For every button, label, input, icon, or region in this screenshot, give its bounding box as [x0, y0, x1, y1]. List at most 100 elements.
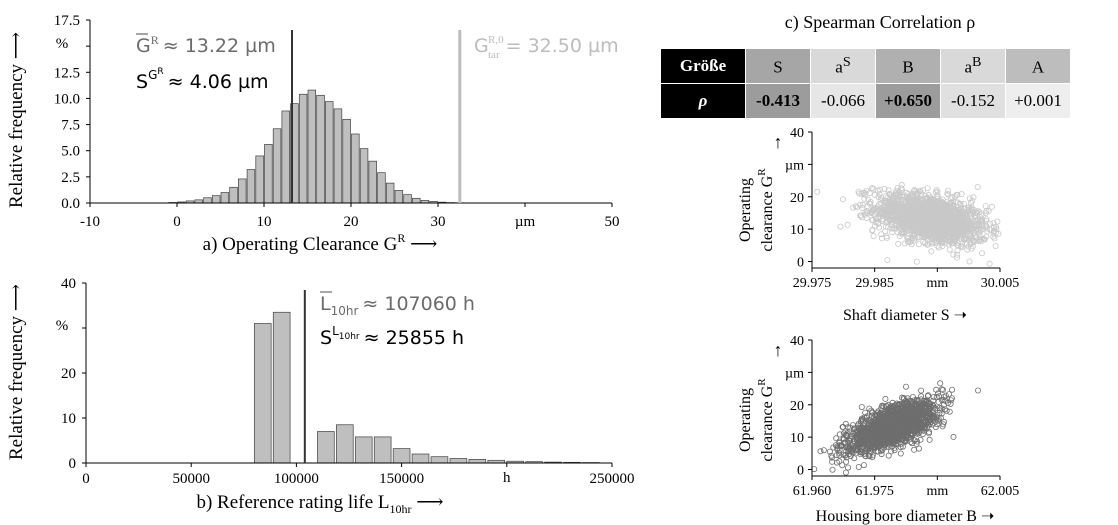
scatter-point-s1 [901, 240, 908, 247]
scatter-point-s2 [898, 394, 905, 401]
histogram-bar-a [307, 89, 317, 204]
scatter-point-s1 [914, 203, 921, 210]
x-ticks-a: -10 0 10 20 30 50 [80, 203, 620, 230]
scatter-point-s1 [924, 228, 931, 235]
scatter-point-s2 [858, 404, 865, 411]
scatter-point-s1 [942, 228, 949, 235]
scatter-point-s1 [944, 190, 951, 197]
scatter-point-s1 [991, 235, 998, 242]
scatter-point-s1 [991, 224, 998, 231]
scatter-point-s1 [970, 237, 977, 244]
scatter-point-s2 [891, 420, 898, 427]
scatter-point-s1 [870, 185, 877, 192]
y-unit-a: % [56, 36, 69, 52]
header-label-cell: Größe [660, 48, 746, 84]
mean-annotation-a: GR ≈ 13.22 µm [136, 33, 276, 57]
scatter-point-s1 [898, 181, 905, 188]
histogram-bar-b [411, 453, 430, 464]
value-cell-b: +0.650 [875, 83, 941, 119]
scatter-point-s2 [914, 438, 921, 445]
scatter-point-s1 [950, 236, 957, 243]
scatter-point-s2 [899, 400, 906, 407]
scatter-point-s1 [900, 203, 907, 210]
scatter-point-s1 [859, 201, 866, 208]
scatter-point-s2 [917, 411, 924, 418]
y-axis-label-s1-line2: clearance GR [756, 168, 776, 252]
x-tick-label-b: 100000 [274, 471, 319, 487]
scatter-point-s2 [880, 430, 887, 437]
scatter-point-s2 [942, 406, 949, 413]
scatter-point-s2 [887, 421, 894, 428]
scatter-point-s1 [925, 197, 932, 204]
scatter-point-s2 [926, 400, 933, 407]
scatter-point-s1 [966, 258, 973, 265]
scatter-point-s1 [872, 219, 879, 226]
y-tick-label-b: 40 [61, 276, 76, 292]
x-tick-label-b: 50000 [172, 471, 210, 487]
y-axis-label-s2-line2: clearance GR [756, 378, 776, 462]
x-tick-label-a: 0 [173, 214, 181, 230]
scatter-point-s2 [945, 399, 952, 406]
scatter-point-s2 [915, 418, 922, 425]
scatter-point-s1 [888, 192, 895, 199]
scatter-point-s2 [907, 397, 914, 404]
y-axis-label-s1-line1: Operating [737, 178, 754, 242]
scatter-point-s1 [959, 211, 966, 218]
y-ticks-s1: 0 10 20 µm 40 [785, 126, 812, 271]
scatter-point-s1 [903, 193, 910, 200]
scatter-point-s1 [884, 218, 891, 225]
scatter-point-s1 [919, 209, 926, 216]
scatter-point-s2 [878, 419, 885, 426]
scatter-point-s1 [938, 228, 945, 235]
scatter-point-s1 [900, 212, 907, 219]
scatter-point-s1 [888, 225, 895, 232]
scatter-point-s2 [876, 442, 883, 449]
x-tick-label-b: 250000 [590, 471, 635, 487]
scatter-point-s1 [861, 195, 868, 202]
scatter-point-s2 [975, 387, 982, 394]
scatter-point-s1 [954, 247, 961, 254]
scatter-point-s2 [919, 423, 926, 430]
scatter-point-s1 [935, 220, 942, 227]
scatter-point-s1 [864, 210, 871, 217]
scatter-point-s2 [893, 437, 900, 444]
scatter-point-s2 [897, 450, 904, 457]
scatter-point-s2 [857, 451, 864, 458]
scatter-point-s1 [942, 210, 949, 217]
scatter-point-s2 [836, 452, 843, 459]
scatter-point-s1 [983, 225, 990, 232]
scatter-point-s1 [910, 228, 917, 235]
y-tick-label-a: 12.5 [54, 65, 80, 81]
scatter-point-s2 [895, 406, 902, 413]
scatter-point-s1 [943, 222, 950, 229]
scatter-point-s1 [918, 197, 925, 204]
scatter-point-s1 [967, 229, 974, 236]
scatter-point-s1 [973, 217, 980, 224]
scatter-point-s2 [817, 448, 824, 455]
scatter-point-s1 [968, 204, 975, 211]
scatter-point-s1 [907, 224, 914, 231]
scatter-point-s2 [864, 428, 871, 435]
scatter-point-s2 [840, 451, 847, 458]
scatter-point-s2 [842, 452, 849, 459]
scatter-point-s1 [929, 239, 936, 246]
target-annotation-a: GR,0 tar = 32.50 µm [474, 34, 619, 61]
scatter-point-s1 [871, 206, 878, 213]
scatter-point-s1 [915, 241, 922, 248]
scatter-point-s2 [903, 416, 910, 423]
scatter-point-s1 [893, 187, 900, 194]
histogram-bar-b [336, 424, 354, 464]
scatter-point-s2 [833, 435, 840, 442]
scatter-point-s2 [820, 447, 827, 454]
scatter-point-s2 [876, 425, 883, 432]
scatter-point-s2 [927, 420, 934, 427]
scatter-point-s1 [939, 242, 946, 249]
scatter-point-s2 [870, 443, 877, 450]
scatter-point-s2 [914, 407, 921, 414]
scatter-point-s1 [892, 201, 899, 208]
scatter-point-s2 [918, 393, 925, 400]
scatter-point-s1 [935, 244, 942, 251]
scatter-point-s1 [917, 187, 924, 194]
scatter-point-s1 [926, 207, 933, 214]
scatter-point-s2 [940, 386, 947, 393]
